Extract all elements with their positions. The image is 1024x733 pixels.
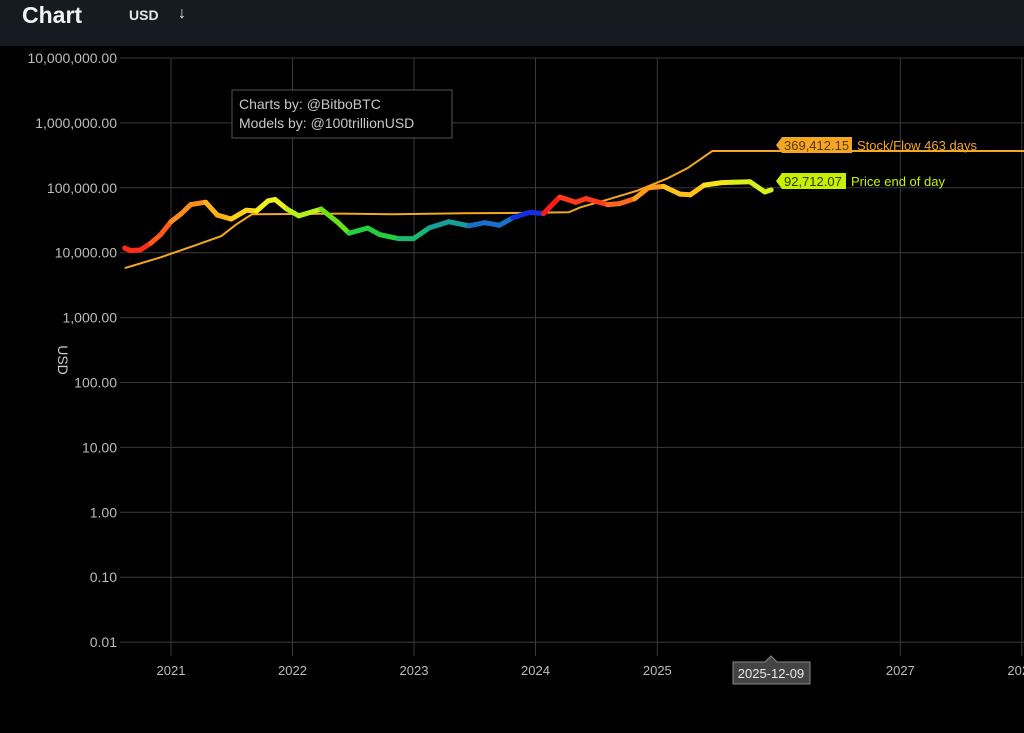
x-tick-label: 2022: [278, 663, 307, 678]
annotation-line-2: Models by: @100trillionUSD: [239, 115, 414, 131]
y-tick-label: 1.00: [90, 504, 117, 520]
price-value: 92,712.07: [784, 174, 842, 189]
arrow-down-icon[interactable]: ↓: [178, 5, 186, 22]
price-segment: [296, 206, 324, 219]
x-tick-label: 2025: [643, 663, 672, 678]
hover-date: 2025-12-09: [738, 666, 805, 681]
price-segment: [254, 198, 271, 214]
price-segment: [540, 198, 558, 217]
price-segment: [583, 196, 611, 208]
price-segment: [158, 219, 174, 238]
price-segment: [188, 199, 209, 208]
x-tick-label: 2028: [1007, 663, 1024, 678]
price-segment: [632, 185, 651, 202]
x-tick-label: 2023: [400, 663, 429, 678]
y-tick-label: 0.01: [90, 634, 117, 650]
price-label: 92,712.07 Price end of day: [776, 173, 945, 189]
price-segment: [762, 187, 774, 195]
price-segment: [747, 179, 768, 195]
price-segment: [446, 219, 472, 229]
price-segment: [272, 197, 290, 212]
y-tick-label: 100,000.00: [47, 180, 117, 196]
price-segment: [318, 206, 340, 225]
price-chart[interactable]: 0.01 0.10 1.00 10.00 100.00 1,000.00 10,000.00…: [0, 46, 1024, 733]
x-tick-label: 2027: [886, 663, 915, 678]
y-tick-label: 1,000.00: [63, 310, 118, 326]
price-segment: [687, 182, 707, 198]
annotation-line-1: Charts by: @BitboBTC: [239, 96, 381, 112]
price-segment: [466, 220, 488, 229]
y-axis-label: USD: [55, 345, 71, 375]
price-segment: [645, 183, 667, 191]
price-segment: [557, 194, 579, 205]
price-segment: [377, 232, 401, 242]
price-segment: [617, 196, 638, 207]
y-tick-label: 10,000,000.00: [27, 50, 117, 66]
currency-selector[interactable]: USD: [129, 7, 159, 23]
hover-x-label: 2025-12-09: [732, 655, 811, 685]
price-segment: [661, 183, 683, 197]
x-axis-ticks: 2021 2022 2023 2024 2025 2027 2028: [157, 663, 1024, 678]
price-segment: [346, 225, 371, 236]
stock-flow-value: 369,412.15: [784, 138, 849, 153]
stock-flow-name: Stock/Flow 463 days: [857, 138, 977, 153]
price-segment: [482, 220, 503, 228]
y-axis-ticks: 0.01 0.10 1.00 10.00 100.00 1,000.00 10,000.00…: [27, 50, 117, 650]
x-tick-label: 2024: [521, 663, 550, 678]
price-segment: [228, 207, 249, 222]
y-tick-label: 10,000.00: [55, 245, 117, 261]
annotation-box: Charts by: @BitboBTC Models by: @100tril…: [231, 89, 453, 139]
price-name: Price end of day: [851, 174, 945, 189]
price-segment: [510, 209, 533, 221]
grid-lines: [120, 57, 1024, 656]
page-title: Chart: [22, 2, 83, 28]
y-tick-label: 0.10: [90, 569, 117, 585]
price-segment: [701, 180, 725, 188]
price-series: [122, 179, 774, 254]
x-tick-label: 2021: [157, 663, 186, 678]
stock-flow-label: 369,412.15 Stock/Flow 463 days: [776, 137, 977, 153]
price-segment: [334, 219, 352, 236]
price-segment: [203, 199, 220, 218]
y-tick-label: 1,000,000.00: [35, 115, 117, 131]
y-tick-label: 10.00: [82, 439, 117, 455]
top-bar: Chart USD ↓: [0, 0, 1024, 46]
price-segment: [497, 215, 516, 228]
price-segment: [426, 219, 452, 231]
price-segment: [411, 225, 432, 242]
y-tick-label: 100.00: [74, 375, 117, 391]
